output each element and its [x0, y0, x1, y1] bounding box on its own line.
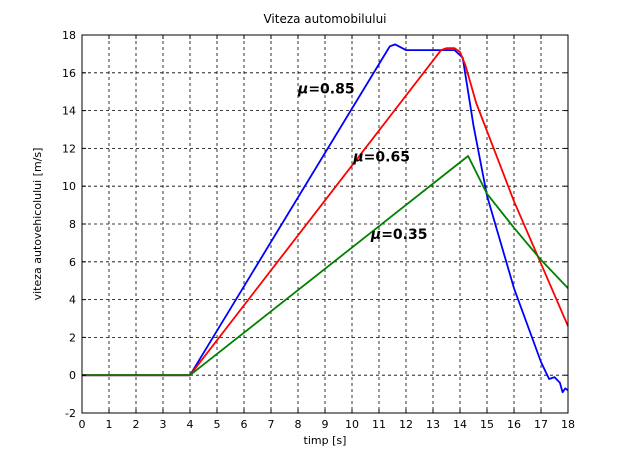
- x-tick-label: 9: [322, 418, 329, 431]
- x-tick-label: 1: [106, 418, 113, 431]
- x-tick-label: 0: [79, 418, 86, 431]
- y-tick-label: 6: [69, 256, 76, 269]
- y-axis-label: viteza autovehicolului [m/s]: [31, 148, 44, 301]
- y-tick-label: -2: [65, 407, 76, 420]
- series-annotation: μ=0.65: [352, 150, 410, 166]
- x-tick-label: 13: [426, 418, 440, 431]
- x-tick-label: 7: [268, 418, 275, 431]
- series-annotation: μ=0.35: [370, 227, 428, 243]
- x-tick-label: 4: [187, 418, 194, 431]
- x-tick-label: 3: [160, 418, 167, 431]
- x-tick-label: 2: [133, 418, 140, 431]
- y-tick-label: 12: [62, 142, 76, 155]
- series-lines: [82, 43, 569, 394]
- x-tick-label: 17: [534, 418, 548, 431]
- annotations: μ=0.85 μ=0.65 μ=0.35: [297, 82, 427, 244]
- y-tick-label: 8: [69, 218, 76, 231]
- y-tick-label: 2: [69, 331, 76, 344]
- chart-title: Viteza automobilului: [263, 12, 386, 26]
- y-tick-label: 14: [62, 105, 76, 118]
- y-tick-label: 18: [62, 29, 76, 42]
- x-tick-label: 16: [507, 418, 521, 431]
- x-tick-label: 12: [399, 418, 413, 431]
- axis-ticks: [81, 34, 569, 414]
- y-tick-label: 10: [62, 180, 76, 193]
- y-tick-label: 16: [62, 67, 76, 80]
- x-tick-label: 11: [372, 418, 386, 431]
- x-tick-label: 15: [480, 418, 494, 431]
- x-tick-label: 8: [295, 418, 302, 431]
- series-line: [82, 43, 569, 394]
- y-tick-label: 4: [69, 294, 76, 307]
- tick-labels: 0 1 2 3 4 5 6 7 8 9 10 11 12 13 14 15 16 17 18-20246810121…: [62, 29, 575, 431]
- grid: [82, 35, 568, 413]
- x-tick-label: 5: [214, 418, 221, 431]
- x-axis-label: timp [s]: [304, 434, 347, 447]
- series-annotation: μ=0.85: [297, 82, 355, 98]
- x-tick-label: 14: [453, 418, 467, 431]
- x-tick-label: 10: [345, 418, 359, 431]
- series-line: [82, 155, 569, 377]
- x-tick-label: 6: [241, 418, 248, 431]
- series-line: [82, 47, 569, 377]
- y-tick-label: 0: [69, 369, 76, 382]
- x-tick-label: 18: [561, 418, 575, 431]
